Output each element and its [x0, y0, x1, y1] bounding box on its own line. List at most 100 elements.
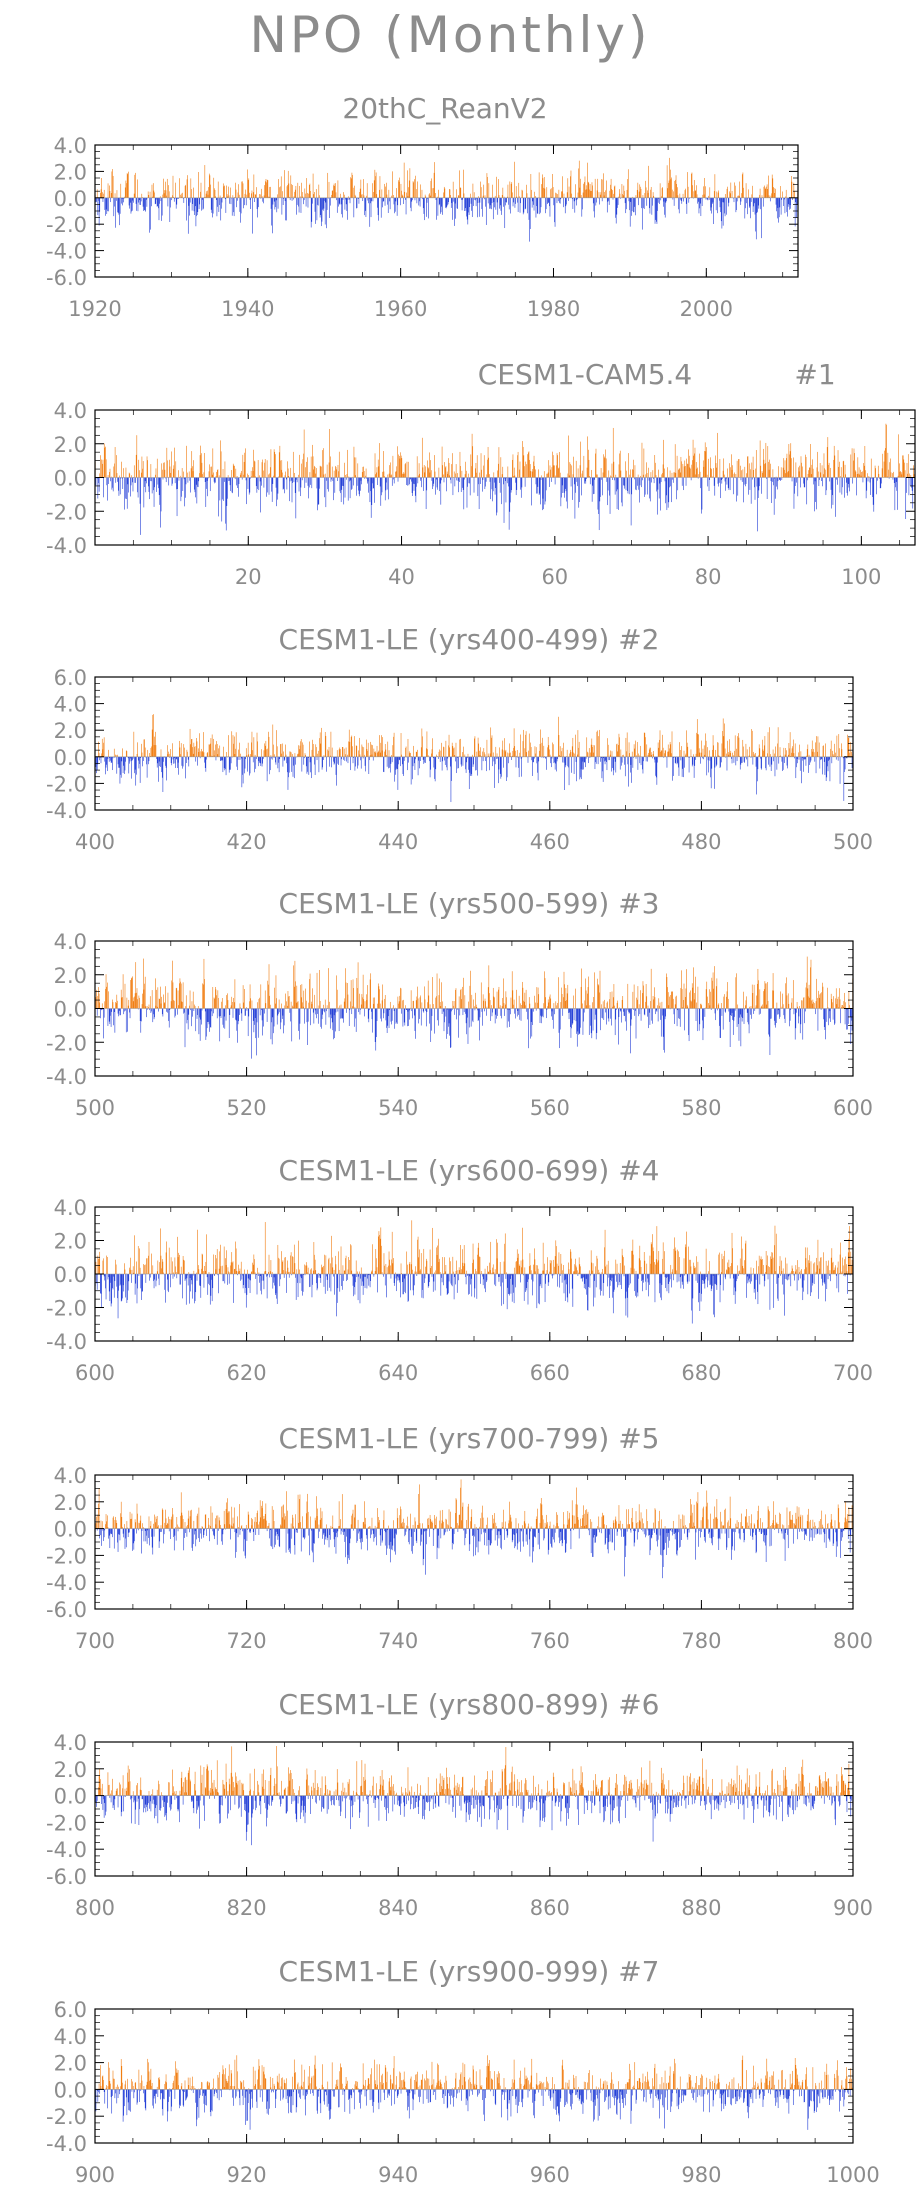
bar — [577, 1008, 579, 1032]
bar — [785, 196, 786, 198]
bar — [481, 756, 483, 771]
bar — [341, 197, 343, 215]
bar — [201, 1008, 203, 1011]
bar — [794, 190, 795, 198]
bar — [360, 756, 362, 769]
bar — [699, 453, 700, 478]
bar — [116, 455, 117, 478]
bar — [194, 197, 196, 207]
bar — [335, 465, 336, 478]
bar — [605, 756, 606, 761]
bar — [611, 756, 612, 772]
bar — [604, 999, 605, 1009]
bar — [402, 195, 404, 198]
bar — [522, 987, 524, 1009]
bar — [444, 756, 445, 761]
bar — [216, 1008, 218, 1019]
bar — [297, 754, 298, 757]
bar — [731, 469, 733, 478]
bar — [209, 175, 211, 198]
bar — [301, 984, 303, 1009]
bar — [413, 477, 415, 491]
bar — [672, 991, 673, 1009]
bar — [264, 459, 266, 478]
bar — [715, 986, 717, 1009]
bar — [385, 1008, 387, 1021]
y-tick-label: -2.0 — [46, 772, 87, 796]
bar — [599, 194, 601, 198]
bar — [252, 192, 254, 198]
bar — [733, 473, 735, 478]
bar — [872, 477, 874, 505]
bar — [562, 756, 564, 763]
bar — [250, 197, 251, 210]
bar — [604, 756, 606, 765]
bar — [725, 756, 726, 758]
bar — [301, 463, 302, 478]
bar — [667, 751, 668, 757]
bar — [455, 473, 456, 478]
bar — [196, 477, 198, 504]
bar — [107, 1008, 109, 1026]
bar — [542, 756, 544, 759]
bar — [429, 193, 430, 198]
bar — [338, 197, 339, 207]
bar — [455, 742, 457, 757]
bar — [128, 472, 130, 478]
bar — [791, 175, 792, 198]
bar — [124, 196, 125, 198]
bar — [379, 989, 380, 1009]
bar — [760, 1008, 761, 1014]
bar — [504, 477, 505, 479]
bar — [614, 1008, 616, 1036]
bar — [546, 187, 548, 198]
bar — [252, 467, 253, 478]
bar — [676, 995, 677, 1009]
bar — [245, 189, 246, 198]
bar — [244, 193, 246, 198]
bar — [392, 171, 393, 198]
bar — [283, 756, 285, 761]
bar — [394, 197, 396, 212]
bar — [249, 192, 250, 198]
bar — [361, 994, 363, 1009]
bar — [724, 197, 726, 217]
bar — [681, 970, 682, 1009]
bar — [761, 1005, 763, 1009]
bar — [455, 756, 456, 762]
bar — [305, 467, 306, 478]
bar — [95, 756, 97, 767]
bar — [381, 189, 383, 198]
bar — [187, 197, 189, 234]
bar — [253, 737, 255, 757]
bar — [425, 1008, 427, 1027]
bar — [439, 756, 441, 762]
bar — [554, 756, 556, 770]
bar — [466, 197, 468, 220]
bar — [571, 746, 573, 757]
bar — [235, 182, 236, 198]
bar — [264, 745, 266, 757]
bar — [369, 979, 371, 1009]
bar — [129, 197, 130, 209]
bar — [795, 197, 797, 203]
bar — [652, 996, 654, 1009]
bar — [211, 197, 213, 213]
bar — [146, 197, 148, 207]
bar — [236, 756, 238, 767]
bar — [570, 477, 572, 487]
bar — [180, 983, 182, 1009]
bar — [566, 477, 568, 509]
bar — [703, 1008, 704, 1029]
bar — [116, 197, 117, 201]
bar — [539, 744, 541, 757]
bar — [384, 477, 386, 501]
bar — [435, 197, 437, 200]
bar — [126, 751, 128, 757]
bar — [272, 477, 274, 484]
bar — [139, 477, 141, 504]
bar — [321, 756, 323, 770]
bar — [284, 1005, 286, 1009]
bar — [381, 1008, 382, 1022]
bar — [693, 754, 694, 757]
